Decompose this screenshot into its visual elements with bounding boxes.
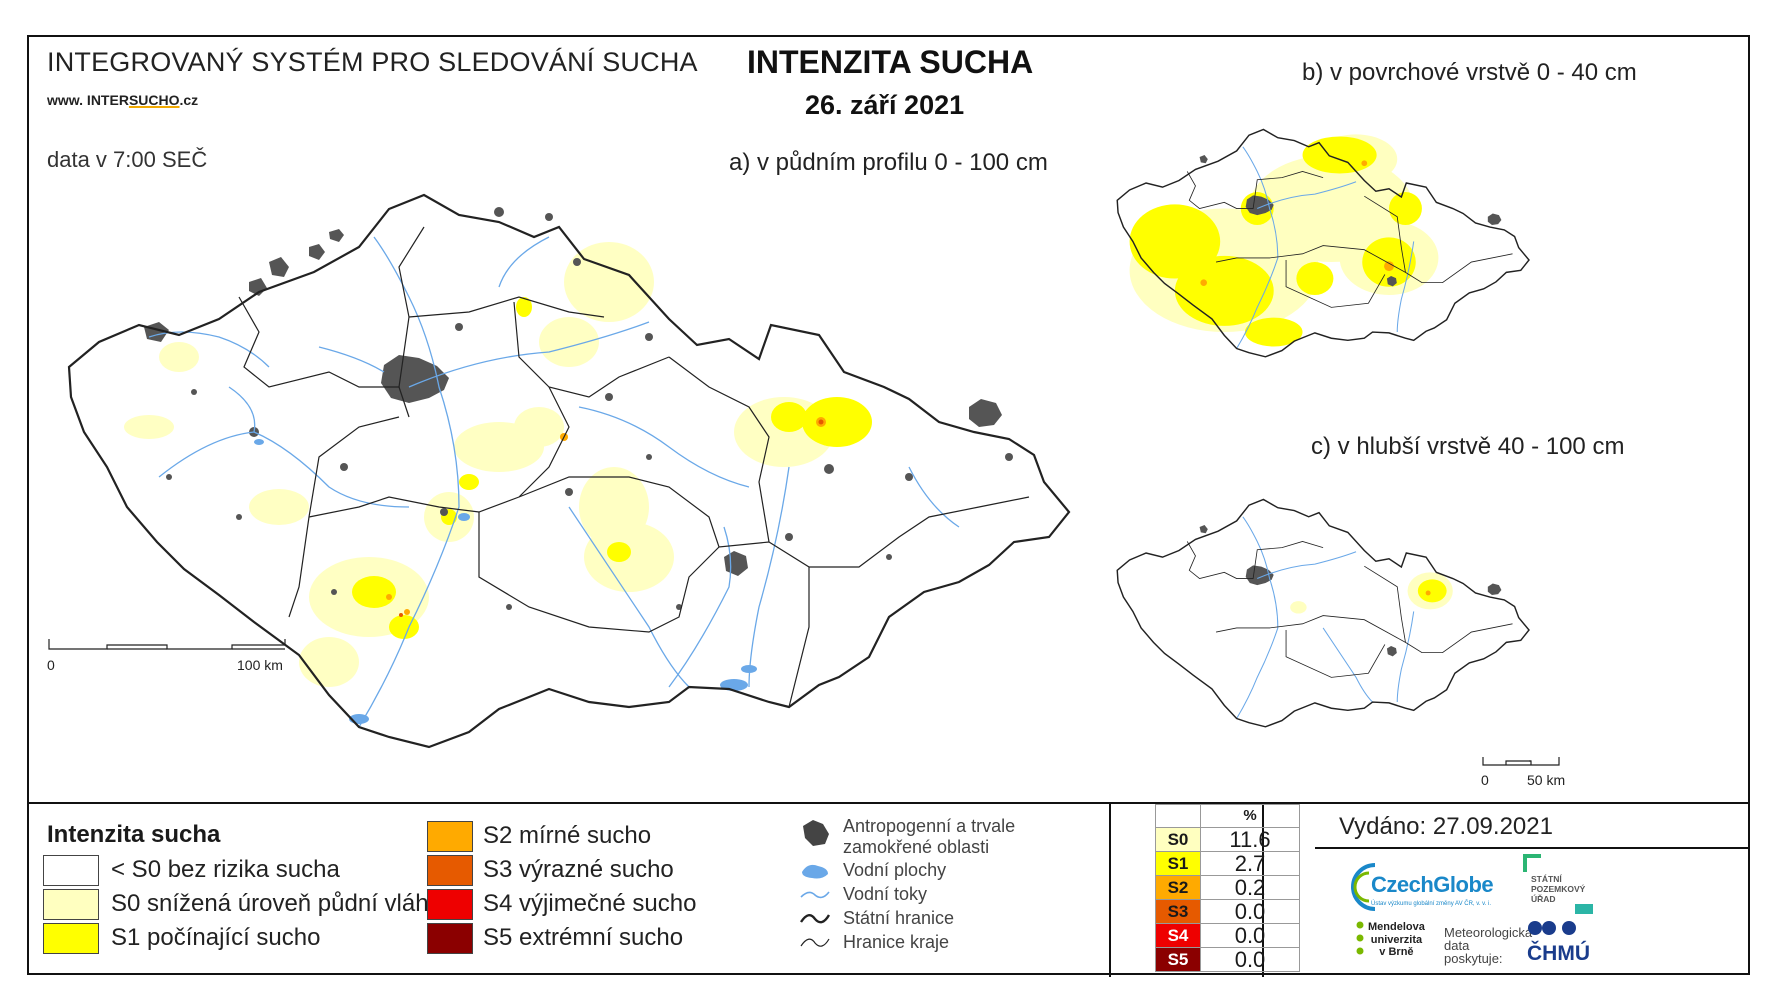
drought-s3-areas (399, 419, 824, 617)
data-time-note: data v 7:00 SEČ (47, 147, 208, 172)
stats-row: S5 0.0 (1155, 947, 1300, 972)
water-body-icon (802, 864, 828, 879)
legend-swatch (427, 922, 473, 954)
legend-item-s5: S5 extrémní sucho (427, 922, 683, 954)
mendel-university-logo: Mendelova univerzita v Brně (1354, 919, 1434, 974)
drought-map-panel: INTEGROVANÝ SYSTÉM PRO SLEDOVÁNÍ SUCHA w… (27, 35, 1750, 977)
symbol-region-border: Hranice kraje (799, 932, 949, 954)
stats-row: S3 0.0 (1155, 899, 1300, 924)
legend-item-s3: S3 výrazné sucho (427, 854, 674, 886)
legend-item-none: < S0 bez rizika sucha (43, 854, 340, 886)
meteo-data-provider-note: Meteorologická data poskytuje: (1444, 925, 1533, 966)
symbol-rivers: Vodní toky (799, 884, 927, 906)
website-url[interactable]: www. INTERSUCHO.cz (47, 92, 199, 108)
stats-header: % (1200, 804, 1300, 828)
czechglobe-logo: CzechGlobe Ústav výzkumu globální změny … (1349, 859, 1511, 914)
map-a-label: a) v půdním profilu 0 - 100 cm (729, 149, 1048, 176)
stats-row: S0 11.6 (1155, 827, 1300, 852)
legend-swatch (427, 854, 473, 886)
legend-item-s1: S1 počínající sucho (43, 922, 320, 954)
map-b-label: b) v povrchové vrstvě 0 - 40 cm (1302, 59, 1637, 86)
legend-title: Intenzita sucha (47, 821, 221, 848)
legend-bar: Intenzita sucha < S0 bez rizika sucha S0… (29, 802, 1750, 977)
stats-row: S1 2.7 (1155, 851, 1300, 876)
legend-item-s0: S0 snížená úroveň půdní vláhy (43, 888, 441, 920)
issued-date: Vydáno: 27.09.2021 (1339, 813, 1553, 840)
stats-row: S2 0.2 (1155, 875, 1300, 900)
region-borders (238, 226, 1030, 708)
main-scale-bar: 0 100 km (47, 637, 307, 677)
rivers (148, 236, 960, 728)
map-c-label: c) v hlubší vrstvě 40 - 100 cm (1311, 433, 1625, 460)
small-scale-end: 50 km (1527, 772, 1566, 788)
anthropogenic-area-icon (803, 820, 829, 846)
small-scale-bar: 0 50 km (1481, 755, 1581, 795)
main-scale-zero: 0 (47, 657, 55, 673)
legend-item-s4: S4 výjimečné sucho (427, 888, 696, 920)
legend-swatch (43, 854, 99, 886)
small-scale-zero: 0 (1481, 772, 1489, 788)
main-date: 26. září 2021 (805, 90, 965, 120)
symbol-state-border: Státní hranice (799, 908, 954, 930)
map-b-surface-layer (1116, 128, 1530, 358)
state-border-icon (800, 914, 831, 924)
chmu-logo: ČHMÚ (1519, 916, 1609, 971)
river-icon (800, 891, 830, 899)
legend-swatch (43, 888, 99, 920)
anthropogenic-areas (144, 207, 1013, 610)
symbol-anthropogenic: Antropogenní a trvale zamokřené oblasti (799, 816, 1015, 858)
symbol-water-bodies: Vodní plochy (799, 860, 946, 882)
stats-row: S4 0.0 (1155, 923, 1300, 948)
main-scale-end: 100 km (237, 657, 283, 673)
legend-swatch (43, 922, 99, 954)
legend-swatch (427, 820, 473, 852)
legend-item-s2: S2 mírné sucho (427, 820, 651, 852)
drought-percent-table: % S0 11.6 S1 2.7 S2 0.2 S3 0.0 S4 0.0 S5 0.0 (1155, 804, 1300, 972)
legend-swatch (427, 888, 473, 920)
system-title: INTEGROVANÝ SYSTÉM PRO SLEDOVÁNÍ SUCHA (47, 47, 698, 77)
map-c-deep-layer (1116, 498, 1530, 728)
main-title: INTENZITA SUCHA (747, 44, 1034, 80)
drought-s1-areas (352, 297, 872, 639)
spu-logo: STÁTNÍ POZEMKOVÝ ÚŘAD (1519, 852, 1604, 922)
main-map-soil-profile (67, 193, 1071, 749)
region-border-icon (800, 938, 830, 947)
